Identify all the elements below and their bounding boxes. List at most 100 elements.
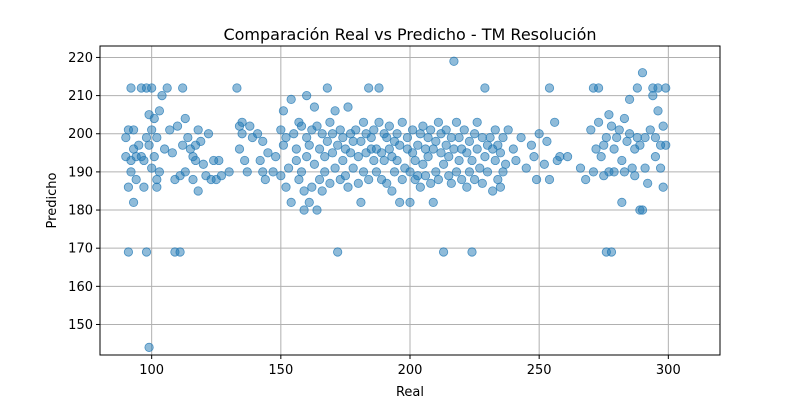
data-point [216, 171, 227, 181]
data-point [366, 132, 376, 143]
data-point [609, 167, 619, 177]
data-point [637, 68, 648, 78]
data-point [144, 342, 154, 352]
data-point [423, 132, 433, 143]
data-point [152, 182, 162, 192]
x-tick-label: 150 [268, 363, 293, 378]
data-point [320, 167, 330, 177]
data-point [655, 163, 666, 173]
data-point [482, 167, 493, 177]
y-tick-label: 160 [68, 280, 93, 295]
data-point [327, 148, 338, 158]
data-point [472, 144, 482, 154]
data-point [395, 197, 405, 208]
data-point [340, 171, 351, 181]
data-point [630, 171, 640, 181]
x-axis-label: Real [396, 385, 424, 400]
data-point [353, 152, 363, 162]
data-point [464, 136, 475, 146]
data-point [128, 197, 139, 208]
data-point [356, 136, 366, 146]
data-point [309, 102, 320, 112]
data-point [183, 132, 193, 143]
data-point [180, 167, 190, 177]
data-point [588, 167, 599, 177]
data-point [493, 174, 503, 185]
data-point [283, 163, 294, 173]
data-point [289, 129, 299, 139]
data-point [431, 167, 441, 177]
data-point [147, 83, 157, 93]
data-point [423, 152, 433, 162]
data-point [612, 132, 622, 143]
data-point [658, 121, 668, 131]
data-point [180, 113, 190, 124]
data-point [369, 155, 379, 166]
data-point [451, 117, 462, 127]
data-point [237, 129, 247, 139]
data-point [550, 117, 560, 127]
data-point [606, 121, 617, 131]
data-point [198, 159, 208, 169]
y-tick-label: 170 [68, 242, 93, 257]
data-point [317, 129, 327, 139]
data-point [604, 110, 614, 120]
data-point [418, 121, 428, 131]
data-point [490, 125, 500, 135]
data-point [224, 167, 234, 177]
data-point [162, 83, 172, 93]
data-point [188, 174, 198, 185]
data-point [276, 171, 286, 181]
data-point [627, 163, 637, 173]
data-point [193, 125, 203, 135]
data-point [426, 178, 436, 188]
data-point [436, 148, 446, 158]
data-point [617, 197, 627, 208]
data-point [454, 132, 464, 143]
data-point [446, 178, 456, 188]
data-point [413, 171, 423, 181]
data-point [252, 129, 263, 139]
data-point [539, 159, 549, 169]
data-point [141, 247, 152, 257]
data-point [397, 117, 407, 127]
data-point [263, 148, 273, 158]
data-point [544, 174, 555, 185]
y-axis-ticks: 150 160 170 180 190 200 210 220 [68, 51, 100, 333]
data-point [449, 144, 459, 154]
data-point [395, 140, 405, 150]
data-point [648, 90, 658, 101]
data-point [650, 132, 661, 143]
data-point [268, 167, 278, 177]
data-point [376, 148, 387, 158]
data-point [299, 186, 309, 196]
data-point [653, 83, 663, 93]
data-point [454, 155, 464, 166]
data-point [147, 163, 157, 173]
data-point [593, 117, 604, 127]
x-tick-label: 100 [139, 363, 164, 378]
data-point [320, 152, 330, 162]
data-point [428, 197, 438, 208]
data-point [314, 174, 325, 185]
data-point [658, 182, 668, 192]
data-point [446, 132, 456, 143]
data-point [596, 152, 606, 162]
data-point [661, 140, 671, 150]
y-tick-label: 150 [68, 318, 93, 333]
data-point [338, 132, 348, 143]
data-point [281, 182, 291, 192]
data-point [500, 159, 511, 169]
data-point [234, 144, 245, 154]
data-point [278, 140, 289, 150]
data-point [335, 125, 345, 135]
data-point [165, 125, 175, 135]
data-point [304, 197, 314, 208]
data-point [240, 155, 250, 166]
data-point [599, 140, 609, 150]
data-point [472, 117, 482, 127]
data-point [544, 83, 555, 93]
data-point [343, 182, 353, 192]
y-tick-label: 210 [68, 89, 93, 104]
data-point [123, 247, 134, 257]
